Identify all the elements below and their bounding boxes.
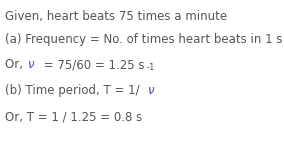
Text: ν: ν xyxy=(148,84,154,97)
Text: Given, heart beats 75 times a minute: Given, heart beats 75 times a minute xyxy=(5,10,227,23)
Text: ν: ν xyxy=(28,58,35,71)
Text: (b) Time period, T = 1/: (b) Time period, T = 1/ xyxy=(5,84,143,97)
Text: -1: -1 xyxy=(147,63,156,72)
Text: Or, T = 1 / 1.25 = 0.8 s: Or, T = 1 / 1.25 = 0.8 s xyxy=(5,110,142,123)
Text: (a) Frequency = No. of times heart beats in 1 s: (a) Frequency = No. of times heart beats… xyxy=(5,33,283,46)
Text: Or,: Or, xyxy=(5,58,27,71)
Text: = 75/60 = 1.25 s: = 75/60 = 1.25 s xyxy=(40,58,145,71)
